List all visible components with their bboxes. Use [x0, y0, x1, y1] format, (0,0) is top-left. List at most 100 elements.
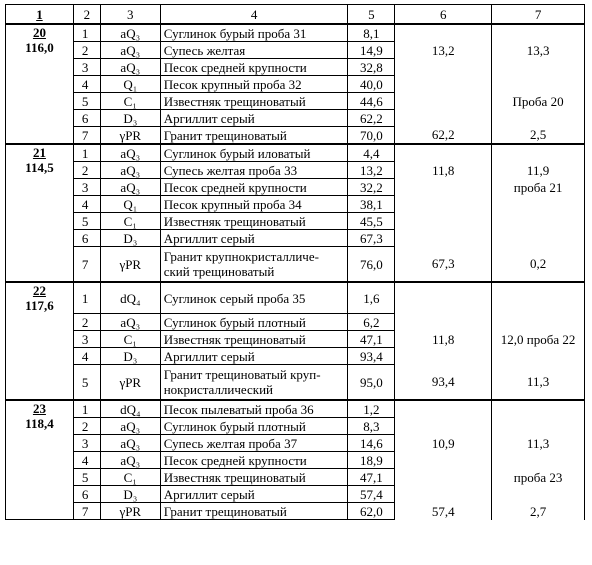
layer-row: 21 114,5 1 aQ₃ Суглинок бурый иловатый 4,4: [5, 143, 585, 283]
layer-depth: 1,2: [347, 399, 396, 418]
well-cell: 21 114,5: [5, 143, 74, 283]
layer-number: 3: [72, 434, 101, 452]
layer-depth: 14,9: [347, 41, 396, 59]
layer-description: Аргиллит серый: [159, 485, 349, 503]
well-group: 21 114,5 1 aQ₃ Суглинок бурый иловатый 4,4 2 aQ…: [5, 143, 585, 283]
layer-description: Песок пылеватый проба 36: [159, 399, 349, 418]
well-group: 23 118,4 1 dQ₄ Песок пылеватый проба 36 1,2 2 a…: [5, 399, 585, 520]
layer-index: C₁: [99, 468, 161, 486]
layer-row: 4 aQ₃ Песок средней крупности 18,9: [6, 451, 585, 469]
layer-index: γPR: [99, 364, 161, 401]
col7-cell: проба 23: [491, 468, 585, 486]
layer-depth: 57,4: [347, 485, 396, 503]
col6-cell: [394, 282, 493, 314]
layer-description: Суглинок серый проба 35: [159, 281, 349, 314]
header-cell: 5: [347, 4, 396, 25]
layer-row: 6 D₃ Аргиллит серый 67,3: [6, 229, 585, 247]
layer-row: 3 C₁ Известняк трещиноватый 47,1 11,8 12,0 пр…: [6, 330, 585, 348]
layer-number: 4: [72, 347, 101, 365]
layer-description: Супесь желтая: [159, 41, 349, 59]
col7-cell: [491, 400, 585, 418]
layer-description: Суглинок бурый плотный: [159, 417, 349, 435]
layer-description: Гранит трещиноватый: [159, 126, 349, 145]
col7-cell: [491, 75, 585, 93]
layer-row: 2 aQ₃ Супесь желтая проба 33 13,2 11,8 11,9: [6, 161, 585, 179]
layer-row: 6 D₃ Аргиллит серый 62,2: [6, 109, 585, 127]
layer-row: 4 Q₁ Песок крупный проба 32 40,0: [6, 75, 585, 93]
layer-index: D₃: [99, 347, 161, 365]
layer-index: γPR: [99, 126, 161, 145]
layer-number: 1: [72, 281, 101, 314]
col7-cell: [491, 417, 585, 435]
well-group: 20 116,0 1 aQ₃ Суглинок бурый проба 31 8,1 2 aQ…: [5, 23, 585, 145]
layer-description: Известняк трещиноватый: [159, 92, 349, 110]
col6-cell: [394, 347, 493, 365]
header-cell: 3: [99, 4, 161, 25]
layer-index: γPR: [99, 502, 161, 520]
layer-index: C₁: [99, 92, 161, 110]
col7-cell: [491, 212, 585, 230]
layer-depth: 47,1: [347, 468, 396, 486]
layer-index: aQ₃: [99, 451, 161, 469]
layer-depth: 95,0: [347, 364, 396, 401]
layer-row: 3 aQ₃ Песок средней крупности 32,8: [6, 58, 585, 76]
layer-index: aQ₃: [99, 434, 161, 452]
col6-cell: 11,8: [394, 161, 493, 179]
layer-depth: 1,6: [347, 281, 396, 314]
col7-cell: 0,2: [491, 246, 585, 282]
layer-index: Q₁: [99, 75, 161, 93]
layer-description: Известняк трещиноватый: [159, 330, 349, 348]
layer-row: 7 γPR Гранит крупнокристалличе- ский трещи…: [6, 246, 585, 283]
well-elevation: 118,4: [25, 416, 54, 431]
well-elevation: 114,5: [25, 160, 54, 175]
layer-description: Аргиллит серый: [159, 109, 349, 127]
layer-description: Песок средней крупности: [159, 451, 349, 469]
col6-cell: 10,9: [394, 434, 493, 452]
layer-description: Суглинок бурый проба 31: [159, 23, 349, 42]
well-group: 22 117,6 1 dQ₄ Суглинок серый проба 35 1,6 2 aQ…: [5, 281, 585, 401]
col6-cell: [394, 451, 493, 469]
layer-number: 6: [72, 229, 101, 247]
layer-depth: 40,0: [347, 75, 396, 93]
layer-index: D₃: [99, 229, 161, 247]
col7-cell: Проба 20: [491, 92, 585, 110]
col6-cell: [394, 144, 493, 162]
layer-description: Песок крупный проба 32: [159, 75, 349, 93]
layer-description: Аргиллит серый: [159, 347, 349, 365]
layer-number: 7: [72, 502, 101, 520]
col7-cell: проба 21: [491, 178, 585, 196]
layer-description: Гранит крупнокристалличе- ский трещинова…: [159, 246, 349, 283]
layer-number: 6: [72, 109, 101, 127]
layer-depth: 47,1: [347, 330, 396, 348]
well-cell: 20 116,0: [5, 23, 74, 145]
col7-cell: [491, 282, 585, 314]
well-number: 20: [32, 25, 46, 40]
header-cell: 6: [394, 4, 493, 25]
col7-cell: [491, 485, 585, 503]
col6-cell: [394, 58, 493, 76]
layer-index: aQ₃: [99, 58, 161, 76]
layer-index: D₃: [99, 485, 161, 503]
col7-cell: 2,7: [491, 502, 585, 520]
layer-row: 3 aQ₃ Песок средней крупности 32,2 проба 21: [6, 178, 585, 196]
layer-row: 6 D₃ Аргиллит серый 57,4: [6, 485, 585, 503]
col7-cell: [491, 58, 585, 76]
col6-cell: [394, 417, 493, 435]
header-cell: 7: [491, 4, 585, 25]
well-cell: 22 117,6: [5, 281, 74, 401]
col6-cell: [394, 313, 493, 331]
layer-row: 7 γPR Гранит трещиноватый 62,0 57,4 2,7: [6, 502, 585, 520]
layer-description: Супесь желтая проба 33: [159, 161, 349, 179]
layer-depth: 44,6: [347, 92, 396, 110]
layer-depth: 8,1: [347, 23, 396, 42]
layer-index: aQ₃: [99, 178, 161, 196]
layer-row: 3 aQ₃ Супесь желтая проба 37 14,6 10,9 11,3: [6, 434, 585, 452]
col6-cell: 62,2: [394, 126, 493, 144]
col7-cell: 11,9: [491, 161, 585, 179]
layer-number: 7: [72, 126, 101, 145]
well-elevation: 116,0: [25, 40, 54, 55]
col6-cell: 93,4: [394, 364, 493, 400]
layer-depth: 67,3: [347, 229, 396, 247]
